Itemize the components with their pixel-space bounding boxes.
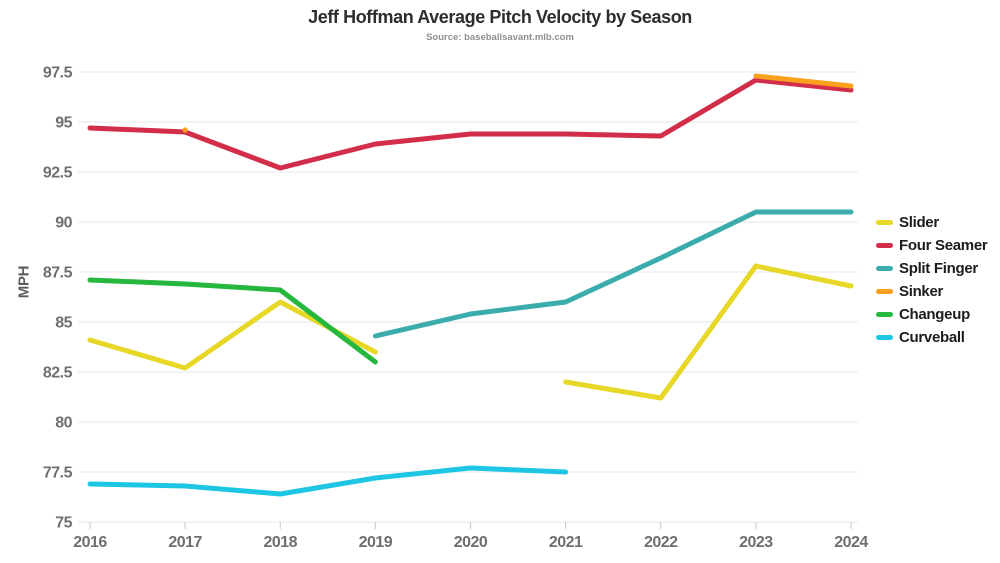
- legend-marker-split-finger-icon: [876, 266, 893, 271]
- legend: Slider Four Seamer Split Finger Sinker Chang…: [876, 211, 988, 349]
- y-tick-label: 75: [55, 515, 72, 532]
- y-tick-label: 97.5: [43, 65, 73, 82]
- legend-marker-sinker-icon: [876, 289, 893, 294]
- series-line-four-seamer: [87, 77, 854, 171]
- x-tick-label: 2024: [834, 534, 868, 551]
- x-tick-label: 2020: [454, 534, 488, 551]
- legend-marker-curveball-icon: [876, 335, 893, 340]
- y-tick-label: 85: [55, 315, 72, 332]
- y-tick-label: 95: [55, 115, 72, 132]
- legend-item-curveball[interactable]: Curveball: [876, 326, 987, 349]
- y-tick-label: 82.5: [43, 365, 73, 382]
- legend-item-changeup[interactable]: Changeup: [876, 303, 987, 326]
- series-line-sinker: [753, 73, 854, 89]
- chart-subtitle: Source: baseballsavant.mlb.com: [426, 32, 574, 43]
- y-tick-label: 87.5: [43, 265, 73, 282]
- legend-item-four-seamer[interactable]: Four Seamer: [876, 234, 988, 257]
- x-tick-label: 2023: [739, 534, 773, 551]
- series-line-split-finger: [372, 209, 854, 339]
- legend-item-sinker[interactable]: Sinker: [876, 280, 987, 303]
- y-tick-label: 92.5: [43, 165, 73, 182]
- legend-label: Changeup: [899, 306, 970, 323]
- y-tick-label: 77.5: [43, 465, 73, 482]
- legend-label: Curveball: [899, 329, 965, 346]
- series-line-changeup: [87, 277, 378, 365]
- x-tick-label: 2019: [359, 534, 393, 551]
- series-line-curveball: [87, 465, 569, 497]
- series-point-sinker: [182, 127, 188, 133]
- chart-header: Jeff Hoffman Average Pitch Velocity by S…: [0, 7, 1000, 43]
- legend-label: Split Finger: [899, 260, 978, 277]
- x-tick-label: 2021: [549, 534, 583, 551]
- x-tick-label: 2016: [73, 534, 107, 551]
- series-line-slider: [87, 299, 378, 371]
- legend-label: Slider: [899, 214, 939, 231]
- y-tick-label: 90: [55, 215, 72, 232]
- legend-item-slider[interactable]: Slider: [876, 211, 987, 234]
- series-line-slider: [563, 263, 854, 401]
- y-axis-label: MPH: [15, 265, 33, 299]
- legend-label: Four Seamer: [899, 237, 988, 254]
- y-tick-label: 80: [55, 415, 72, 432]
- x-tick-label: 2018: [263, 534, 297, 551]
- legend-label: Sinker: [899, 283, 944, 300]
- legend-marker-changeup-icon: [876, 312, 893, 317]
- chart-title: Jeff Hoffman Average Pitch Velocity by S…: [308, 7, 692, 27]
- legend-item-split-finger[interactable]: Split Finger: [876, 257, 987, 280]
- legend-marker-slider-icon: [876, 220, 893, 225]
- legend-marker-four-seamer-icon: [876, 243, 893, 248]
- x-tick-label: 2017: [168, 534, 202, 551]
- x-tick-label: 2022: [644, 534, 678, 551]
